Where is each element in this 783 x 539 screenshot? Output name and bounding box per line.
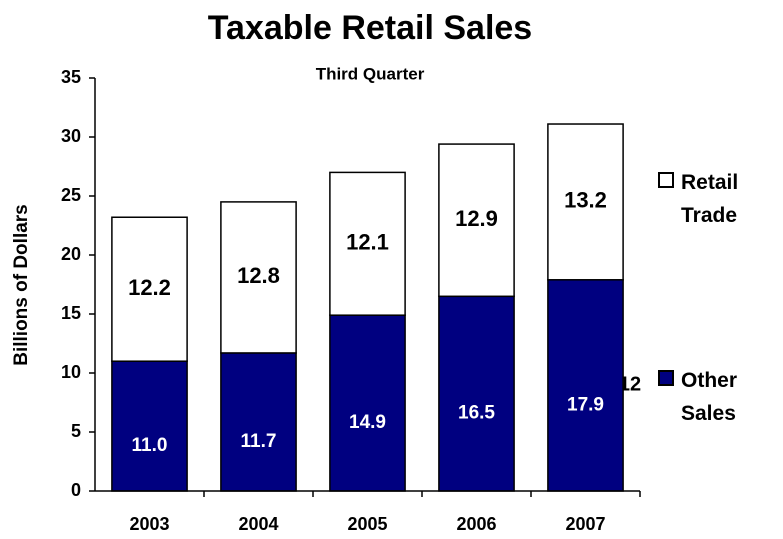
annotation: 12 [619,373,641,395]
y-tick-label: 30 [61,126,81,146]
legend-swatch [658,370,674,386]
bar-segment [111,216,188,362]
chart-subtitle: Third Quarter [316,64,425,83]
bar-segment [329,171,406,316]
bar-segment [547,123,624,281]
legend-swatch [658,172,674,188]
bar-segment [438,295,515,492]
legend-label: Other Sales [681,369,738,425]
bar-segment [547,279,624,492]
y-tick-label: 15 [61,303,81,323]
x-tick-label: 2005 [347,514,387,534]
value-label: 17.9 [567,394,604,415]
value-label: 12.9 [455,206,498,231]
chart-title: Taxable Retail Sales [208,9,532,47]
x-tick-label: 2003 [129,514,169,534]
value-label: 11.7 [241,431,277,452]
y-tick-label: 0 [71,480,81,500]
bar-segment [220,352,297,492]
x-tick-label: 2007 [565,514,605,534]
value-label: 12.2 [128,275,171,300]
value-label: 12.1 [346,230,389,255]
bar-segment [111,360,188,492]
value-label: 11.0 [132,435,168,456]
y-tick-label: 25 [61,185,81,205]
x-tick-label: 2006 [456,514,496,534]
x-tick-label: 2004 [238,514,278,534]
y-axis-label: Billions of Dollars [11,204,32,366]
bar-segment [329,314,406,492]
value-label: 14.9 [349,412,386,433]
bar-segment [438,143,515,298]
value-label: 13.2 [564,188,607,213]
bar-segment [220,201,297,354]
legend-label: Retail Trade [681,171,739,227]
y-tick-label: 35 [61,67,81,87]
value-label: 12.8 [237,263,280,288]
y-tick-label: 5 [71,421,81,441]
value-label: 16.5 [458,403,495,424]
y-tick-label: 20 [61,244,81,264]
y-tick-label: 10 [61,362,81,382]
